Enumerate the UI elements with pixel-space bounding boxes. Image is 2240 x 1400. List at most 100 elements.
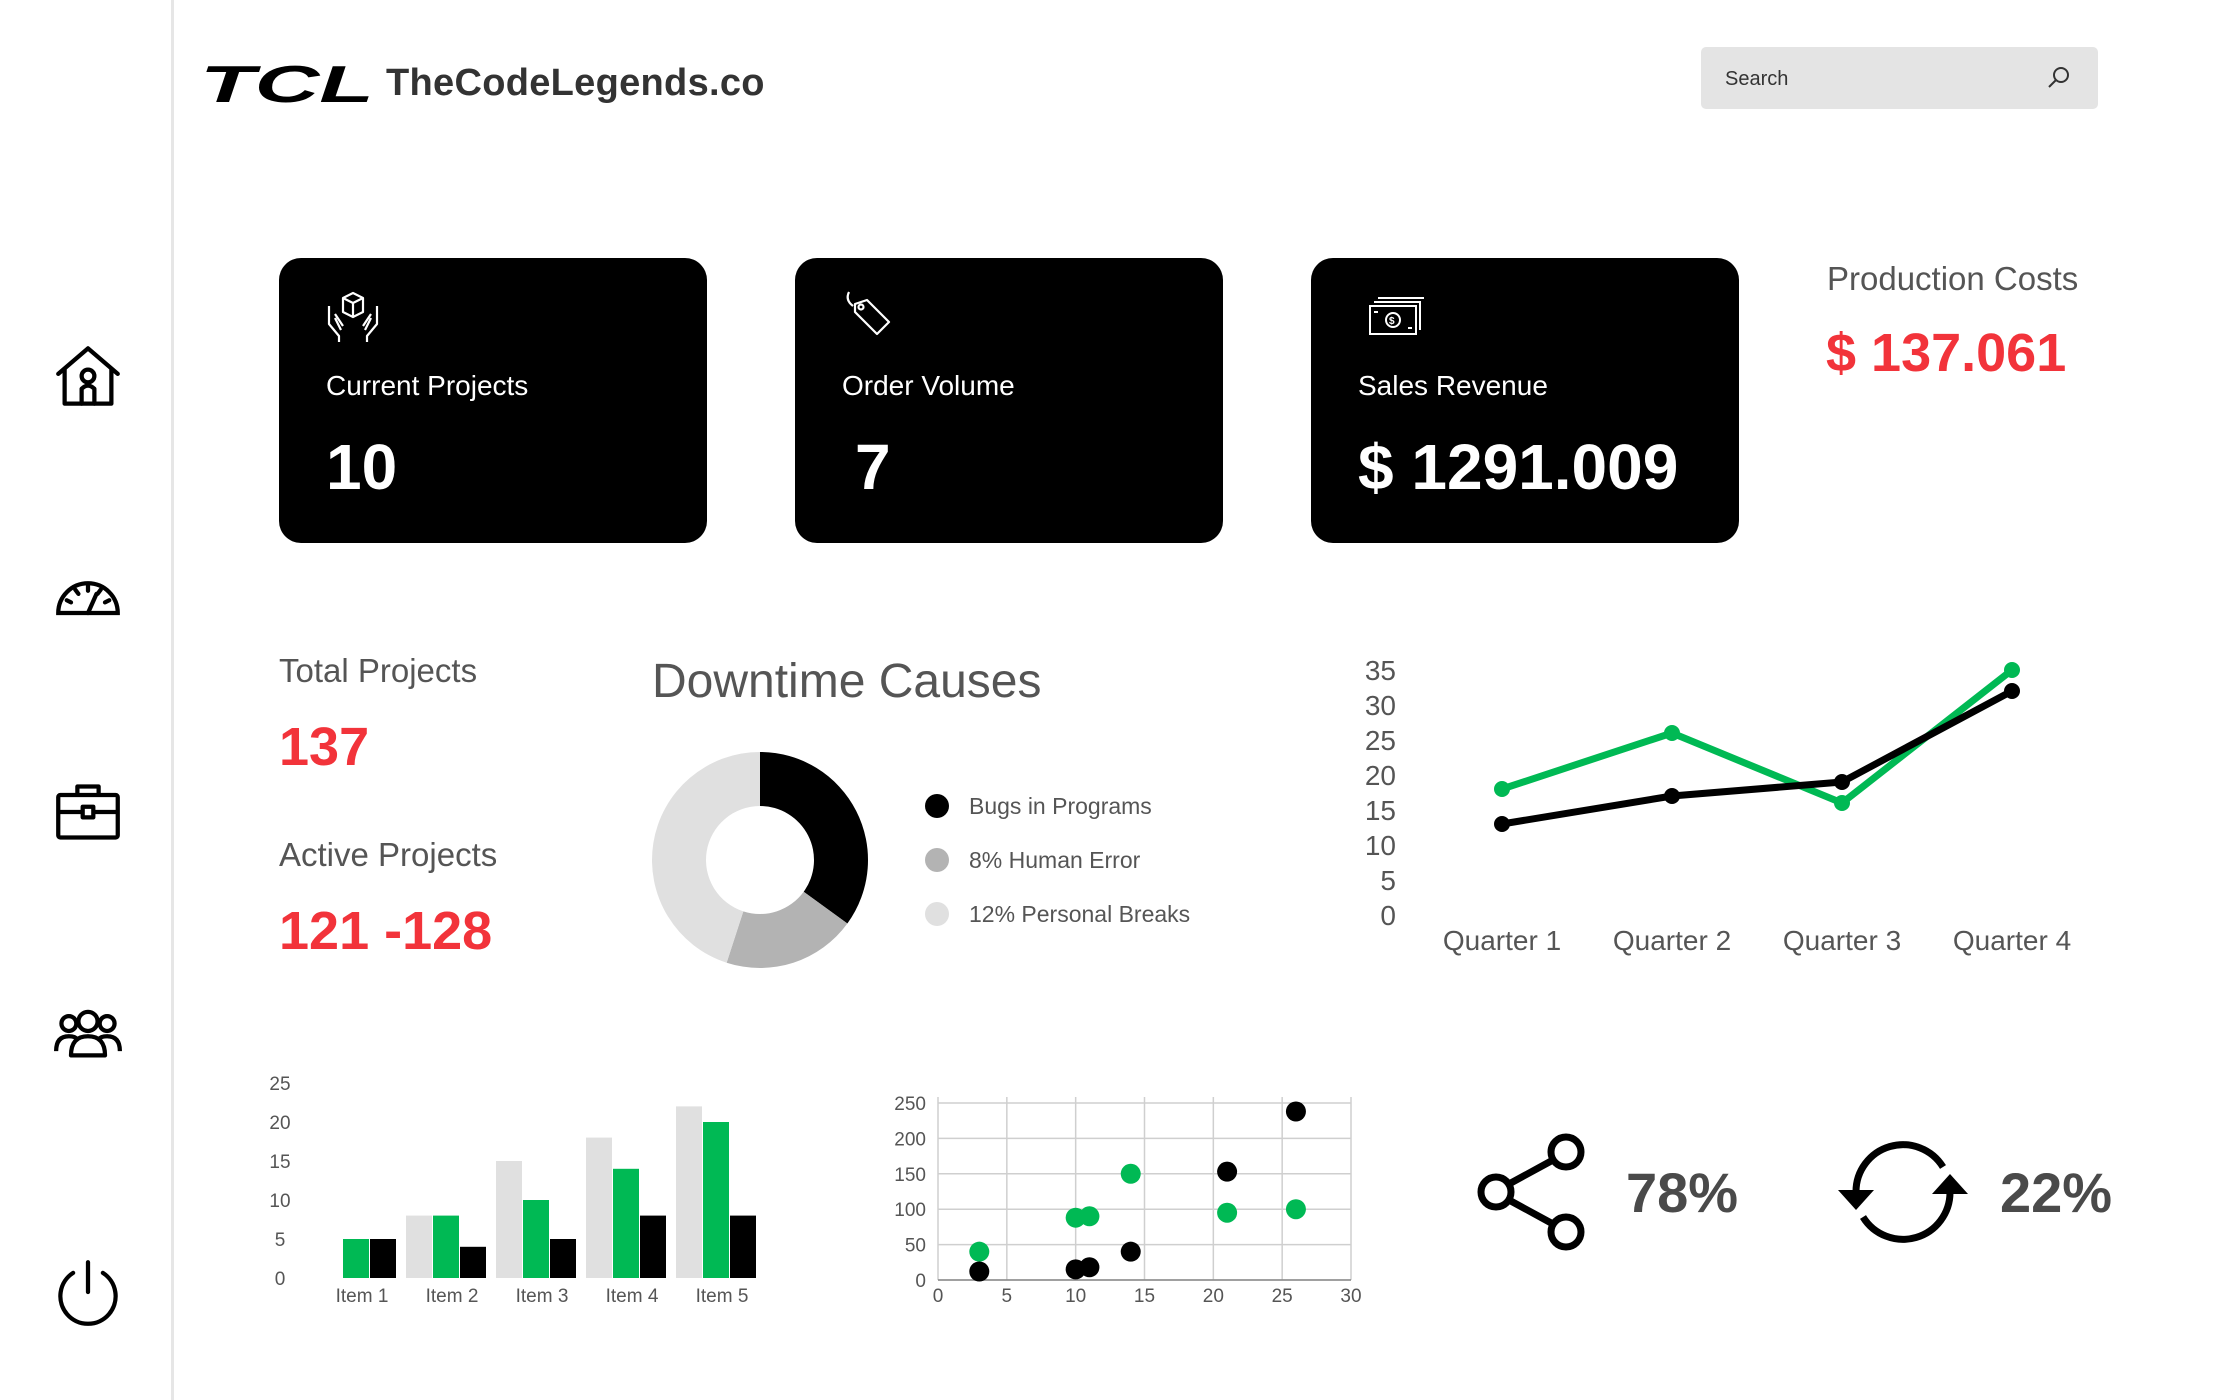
x-tick-label: 0	[933, 1286, 944, 1307]
data-point	[2004, 662, 2020, 678]
briefcase-icon[interactable]	[54, 778, 122, 846]
x-tick-label: 15	[1134, 1286, 1155, 1307]
sales-revenue-card: $ Sales Revenue $ 1291.009	[1311, 258, 1739, 543]
gauge-icon[interactable]	[54, 562, 122, 630]
data-point	[969, 1261, 990, 1282]
bar	[676, 1106, 702, 1278]
y-tick-label: 5	[1380, 865, 1396, 896]
data-point	[1217, 1161, 1238, 1182]
x-tick-label: Item 1	[336, 1286, 389, 1307]
svg-text:$: $	[1389, 316, 1395, 327]
legend-swatch	[925, 902, 949, 926]
y-tick-label: 250	[894, 1094, 926, 1115]
data-point	[969, 1241, 990, 1262]
search-input[interactable]	[1723, 47, 2027, 111]
data-point	[1285, 1199, 1306, 1220]
legend-label: 12% Personal Breaks	[969, 901, 1191, 927]
search-icon[interactable]	[2046, 65, 2072, 91]
card-value: $ 1291.009	[1358, 431, 1679, 503]
series-line	[1501, 687, 2014, 828]
data-point	[1079, 1206, 1100, 1227]
series-line	[1500, 667, 2015, 807]
bar	[406, 1215, 432, 1278]
card-label: Current Projects	[326, 370, 529, 401]
active-projects-label: Active Projects	[279, 836, 498, 873]
active-projects-value: 121 -128	[279, 901, 493, 961]
share-icon[interactable]	[1474, 1132, 1588, 1252]
bar	[343, 1239, 369, 1278]
bar	[613, 1168, 639, 1278]
y-tick-label: 10	[1365, 830, 1396, 861]
card-label: Sales Revenue	[1358, 370, 1548, 401]
y-tick-label: 0	[915, 1271, 926, 1292]
money-stack-icon: $	[1369, 297, 1424, 335]
data-point	[1217, 1202, 1238, 1223]
data-point	[1120, 1163, 1141, 1184]
x-tick-label: Item 4	[606, 1286, 659, 1307]
donut-slice	[652, 752, 760, 963]
y-tick-label: 15	[1365, 795, 1396, 826]
bar	[523, 1200, 549, 1278]
bar	[730, 1215, 756, 1278]
bar	[586, 1137, 612, 1278]
current-projects-card: Current Projects 10	[279, 258, 707, 543]
card-value: 7	[855, 431, 891, 503]
y-tick-label: 50	[905, 1236, 926, 1257]
x-tick-label: 20	[1203, 1286, 1224, 1307]
x-tick-label: 5	[1002, 1286, 1013, 1307]
bar	[640, 1215, 666, 1278]
y-tick-label: 15	[269, 1152, 290, 1173]
y-tick-label: 100	[894, 1200, 926, 1221]
downtime-chart-title: Downtime Causes	[652, 655, 1042, 708]
data-point	[1834, 774, 1850, 790]
card-label: Order Volume	[842, 370, 1015, 401]
scatter-chart: 0 5 10 15 20 25 30 0 50 100 150 200 250	[894, 1094, 1361, 1307]
home-icon[interactable]	[54, 342, 122, 410]
bar	[550, 1239, 576, 1278]
card-value: 10	[326, 431, 398, 503]
y-tick-label: 0	[275, 1269, 286, 1290]
legend-label: Bugs in Programs	[969, 793, 1152, 819]
data-point	[1664, 788, 1680, 804]
power-icon[interactable]	[54, 1258, 122, 1326]
bar	[460, 1246, 486, 1278]
y-tick-label: 20	[1365, 760, 1396, 791]
data-point	[1494, 781, 1510, 797]
y-tick-label: 5	[275, 1230, 286, 1251]
bar	[496, 1161, 522, 1278]
y-tick-label: 35	[1365, 655, 1396, 686]
hands-box-icon	[327, 291, 379, 342]
price-tag-icon	[846, 291, 891, 336]
x-tick-label: Item 5	[696, 1286, 749, 1307]
quarterly-line-chart: 0 5 10 15 20 25 30 35 Quarter 1 Quarter 2 Quarter …	[1365, 655, 2071, 956]
logo-text: TCL	[200, 60, 374, 108]
share-percentage: 78%	[1626, 1161, 1739, 1224]
donut-chart	[652, 752, 868, 968]
donut-slice	[760, 752, 868, 924]
legend-swatch	[925, 848, 949, 872]
y-tick-label: 150	[894, 1165, 926, 1186]
y-tick-label: 25	[1365, 725, 1396, 756]
legend-label: 8% Human Error	[969, 847, 1141, 873]
data-point	[2004, 683, 2020, 699]
bar	[370, 1239, 396, 1278]
y-tick-label: 200	[894, 1129, 926, 1150]
brand-name: TheCodeLegends.co	[386, 62, 765, 104]
x-tick-label: Item 2	[426, 1286, 479, 1307]
total-projects-value: 137	[279, 717, 370, 777]
data-point	[1664, 725, 1680, 741]
x-tick-label: 10	[1065, 1286, 1086, 1307]
refresh-icon[interactable]	[1828, 1132, 1978, 1252]
bar	[703, 1122, 729, 1278]
x-tick-label: Item 3	[516, 1286, 569, 1307]
y-tick-label: 0	[1380, 900, 1396, 931]
users-icon[interactable]	[54, 998, 122, 1066]
sidebar	[0, 0, 174, 1400]
y-tick-label: 10	[269, 1191, 290, 1212]
legend-swatch	[925, 794, 949, 818]
search-bar[interactable]	[1701, 47, 2098, 111]
x-tick-label: 30	[1340, 1286, 1361, 1307]
production-costs-value: $ 137.061	[1826, 323, 2067, 383]
x-tick-label: Quarter 2	[1613, 925, 1731, 956]
bar	[433, 1215, 459, 1278]
